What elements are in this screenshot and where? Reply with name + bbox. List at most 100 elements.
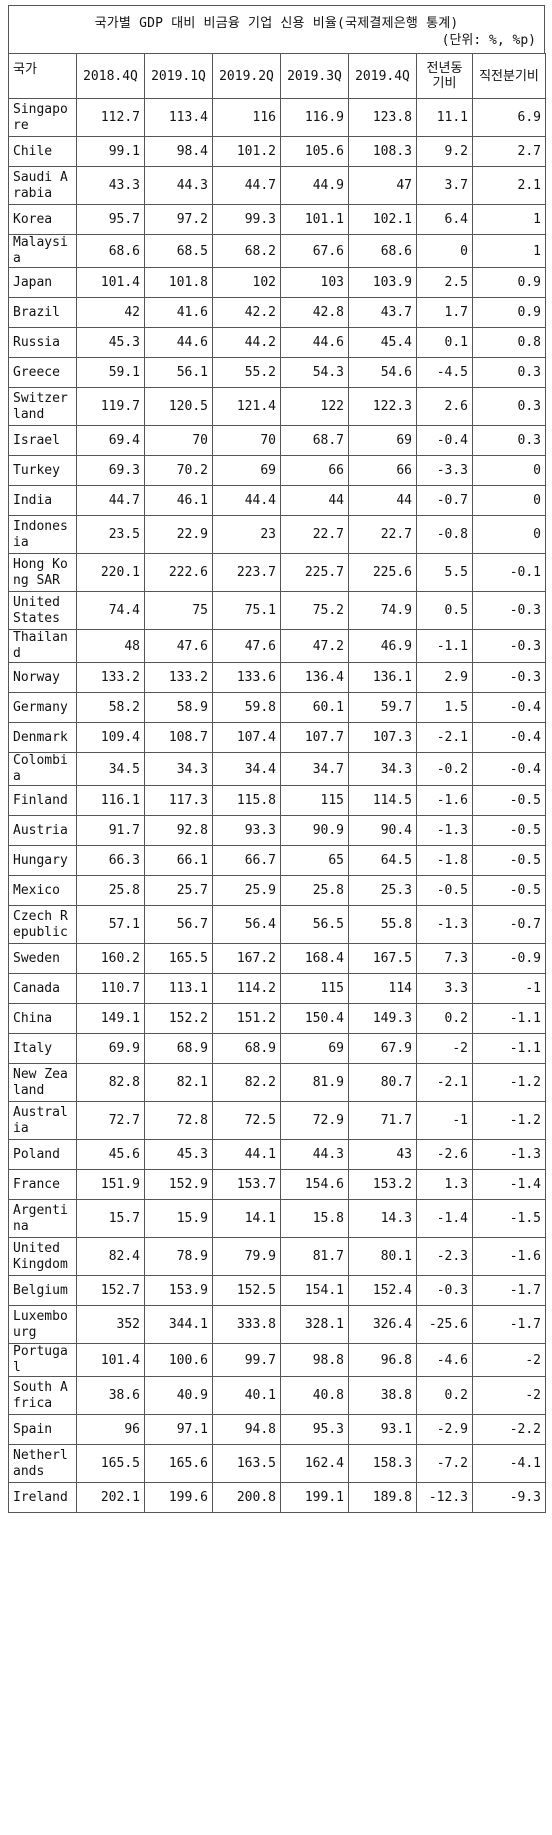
country-cell: Colombia [8,752,77,786]
qoq-change-cell: -1.7 [472,1275,546,1306]
qoq-change-cell: -2 [472,1376,546,1415]
value-2019q2-cell: 115.8 [212,785,281,816]
table-row: Greece 59.1 56.1 55.2 54.3 54.6 -4.5 0.3 [8,357,546,388]
table-row: Canada 110.7 113.1 114.2 115 114 3.3 -1 [8,973,546,1004]
qoq-change-cell: -0.5 [472,785,546,816]
country-cell: Poland [8,1139,77,1170]
value-2019q2-cell: 55.2 [212,357,281,388]
qoq-change-cell: 0.3 [472,387,546,426]
value-2018q4-cell: 110.7 [76,973,145,1004]
qoq-change-cell: -1.3 [472,1139,546,1170]
country-cell: Russia [8,327,77,358]
yoy-change-cell: 3.7 [416,166,473,205]
value-2019q1-cell: 40.9 [144,1376,213,1415]
qoq-change-cell: 0.9 [472,297,546,328]
value-2018q4-cell: 57.1 [76,905,145,944]
qoq-change-cell: -0.4 [472,722,546,753]
value-2019q1-cell: 34.3 [144,752,213,786]
value-2019q1-cell: 152.2 [144,1003,213,1034]
value-2019q2-cell: 116 [212,98,281,137]
col-header-country: 국가 [8,53,77,99]
value-2019q3-cell: 34.7 [280,752,349,786]
value-2019q3-cell: 67.6 [280,234,349,268]
value-2019q4-cell: 107.3 [348,722,417,753]
value-2019q1-cell: 56.1 [144,357,213,388]
qoq-change-cell: -9.3 [472,1482,546,1513]
qoq-change-cell: -4.1 [472,1444,546,1483]
value-2018q4-cell: 109.4 [76,722,145,753]
value-2019q1-cell: 222.6 [144,553,213,592]
value-2018q4-cell: 69.9 [76,1033,145,1064]
country-cell: New Zealand [8,1063,77,1102]
country-cell: Belgium [8,1275,77,1306]
qoq-change-cell: 0.3 [472,357,546,388]
country-cell: Malaysia [8,234,77,268]
table-row: Malaysia 68.6 68.5 68.2 67.6 68.6 0 1 [8,234,546,268]
value-2019q3-cell: 15.8 [280,1199,349,1238]
country-cell: Luxembourg [8,1305,77,1344]
value-2019q3-cell: 116.9 [280,98,349,137]
value-2019q3-cell: 44 [280,485,349,516]
table-row: Ireland 202.1 199.6 200.8 199.1 189.8 -12.3 -9.… [8,1482,546,1513]
value-2019q3-cell: 47.2 [280,629,349,663]
country-cell: Israel [8,425,77,456]
qoq-change-cell: -0.5 [472,845,546,876]
yoy-change-cell: -0.4 [416,425,473,456]
value-2019q4-cell: 45.4 [348,327,417,358]
value-2019q1-cell: 75 [144,591,213,630]
value-2018q4-cell: 23.5 [76,515,145,554]
value-2019q4-cell: 43 [348,1139,417,1170]
country-cell: Mexico [8,875,77,906]
value-2019q2-cell: 34.4 [212,752,281,786]
value-2019q4-cell: 69 [348,425,417,456]
yoy-change-cell: -2.1 [416,722,473,753]
table-row: Germany 58.2 58.9 59.8 60.1 59.7 1.5 -0.4 [8,692,546,723]
qoq-change-cell: -1.5 [472,1199,546,1238]
table-row: Indonesia 23.5 22.9 23 22.7 22.7 -0.8 0 [8,515,546,554]
value-2019q1-cell: 113.4 [144,98,213,137]
value-2019q2-cell: 42.2 [212,297,281,328]
country-cell: United Kingdom [8,1237,77,1276]
value-2019q3-cell: 154.6 [280,1169,349,1200]
table-body: Singapore 112.7 113.4 116 116.9 123.8 11.1 6.9 C… [8,98,546,1513]
col-header-qoq: 직전분기비 [472,53,546,99]
value-2019q4-cell: 158.3 [348,1444,417,1483]
value-2019q1-cell: 97.2 [144,204,213,235]
col-header-2019q2: 2019.2Q [212,53,281,99]
value-2019q1-cell: 44.6 [144,327,213,358]
value-2019q1-cell: 117.3 [144,785,213,816]
value-2019q2-cell: 151.2 [212,1003,281,1034]
value-2018q4-cell: 352 [76,1305,145,1344]
yoy-change-cell: -1.4 [416,1199,473,1238]
table-row: Israel 69.4 70 70 68.7 69 -0.4 0.3 [8,425,546,456]
country-cell: Netherlands [8,1444,77,1483]
value-2019q3-cell: 81.9 [280,1063,349,1102]
yoy-change-cell: -2.6 [416,1139,473,1170]
yoy-change-cell: -7.2 [416,1444,473,1483]
value-2019q3-cell: 44.6 [280,327,349,358]
value-2019q4-cell: 71.7 [348,1101,417,1140]
yoy-change-cell: 1.5 [416,692,473,723]
value-2019q2-cell: 70 [212,425,281,456]
qoq-change-cell: -1.6 [472,1237,546,1276]
value-2019q3-cell: 95.3 [280,1414,349,1445]
header-row: 국가 2018.4Q 2019.1Q 2019.2Q 2019.3Q 2019.… [8,53,546,99]
country-cell: Argentina [8,1199,77,1238]
value-2019q2-cell: 107.4 [212,722,281,753]
value-2019q1-cell: 165.6 [144,1444,213,1483]
table-row: Argentina 15.7 15.9 14.1 15.8 14.3 -1.4 -1.5 [8,1199,546,1238]
value-2019q3-cell: 54.3 [280,357,349,388]
value-2019q4-cell: 136.1 [348,662,417,693]
yoy-change-cell: -25.6 [416,1305,473,1344]
value-2018q4-cell: 42 [76,297,145,328]
col-header-2019q1: 2019.1Q [144,53,213,99]
table-row: Czech Republic 57.1 56.7 56.4 56.5 55.8 -1.3 -0… [8,905,546,944]
data-table: 국가 2018.4Q 2019.1Q 2019.2Q 2019.3Q 2019.… [8,53,546,1513]
value-2019q3-cell: 72.9 [280,1101,349,1140]
value-2019q3-cell: 136.4 [280,662,349,693]
yoy-change-cell: -0.7 [416,485,473,516]
value-2018q4-cell: 149.1 [76,1003,145,1034]
value-2019q4-cell: 64.5 [348,845,417,876]
table-container: 국가별 GDP 대비 비금융 기업 신용 비율(국제결제은행 통계) (단위: … [8,5,546,1513]
country-cell: Saudi Arabia [8,166,77,205]
